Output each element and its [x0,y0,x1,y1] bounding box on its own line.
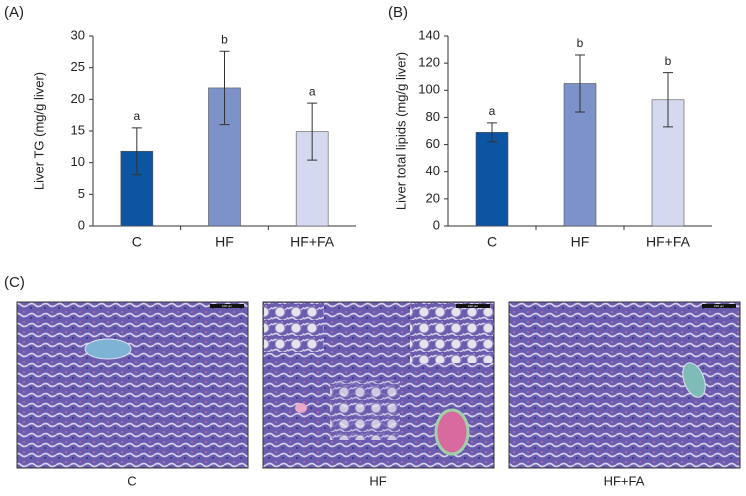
y-tick-label: 10 [71,154,85,169]
fat-region [330,380,400,440]
fat-region [264,303,324,353]
x-tick-label: C [132,234,142,250]
error-bar [575,54,585,113]
y-tick-label: 0 [433,217,440,232]
significance-letter: b [665,54,672,68]
significance-letter: a [489,104,496,118]
panel-label: (C) [4,274,25,291]
significance-letter: b [221,32,228,46]
significance-letter: a [133,109,140,123]
y-tick-label: 0 [78,217,85,232]
histology-image: 100 μm [508,301,741,469]
histology-image: 100 μm [16,301,249,469]
x-tick-label: HF [215,234,234,250]
error-bar [131,127,142,176]
scale-bar-label: 100 μm [222,304,233,308]
scale-bar [210,304,244,308]
y-tick-label: 15 [71,122,85,137]
vessel [434,408,470,456]
x-tick-label: C [487,234,497,250]
x-tick-label: HF+FA [646,234,691,250]
scale-bar [456,304,490,308]
y-tick-label: 100 [418,82,440,97]
error-bar [219,50,230,126]
panel-label: (A) [4,4,24,21]
vessel [84,338,132,360]
y-tick-label: 80 [426,109,440,124]
error-bar [663,72,673,128]
y-axis-label: Liver TG (mg/g liver) [31,72,46,190]
y-tick-label: 20 [426,190,440,205]
scale-bar-label: 100 μm [468,304,479,308]
error-bar [307,102,318,161]
significance-letter: a [309,84,316,98]
panel-label: (B) [388,4,408,21]
histology-image: 100 μm [262,301,495,469]
y-tick-label: 40 [426,163,440,178]
error-bar [487,122,497,143]
y-tick-label: 30 [71,27,85,42]
scale-bar-label: 100 μm [714,304,725,308]
y-axis-label: Liver total lipids (mg/g liver) [393,52,408,210]
y-tick-label: 20 [71,91,85,106]
vessel [295,403,307,413]
x-tick-label: HF [571,234,590,250]
vessel [682,362,706,398]
y-tick-label: 60 [426,136,440,151]
y-tick-label: 5 [78,186,85,201]
image-caption: HF [369,473,386,488]
x-tick-label: HF+FA [290,234,335,250]
y-tick-label: 25 [71,59,85,74]
significance-letter: b [577,36,584,50]
image-caption: HF+FA [604,473,645,488]
fat-region [410,303,493,363]
micrograph [16,301,249,469]
y-tick-label: 120 [418,55,440,70]
bar [475,132,509,227]
scale-bar [702,304,736,308]
y-tick-label: 140 [418,27,440,42]
image-caption: C [127,473,136,488]
